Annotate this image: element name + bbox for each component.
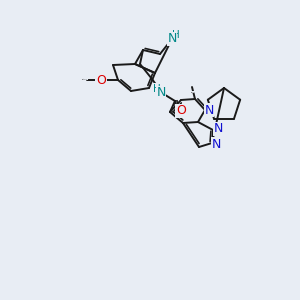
Text: H: H <box>153 84 161 94</box>
Text: H: H <box>172 30 180 40</box>
Text: O: O <box>176 104 186 118</box>
Text: N: N <box>167 32 177 46</box>
Text: N: N <box>213 122 223 136</box>
Text: methyl: methyl <box>190 92 195 93</box>
Text: O: O <box>96 74 106 86</box>
Text: N: N <box>156 86 166 100</box>
Text: N: N <box>211 137 221 151</box>
Text: methoxy: methoxy <box>82 78 88 80</box>
Text: N: N <box>204 103 214 116</box>
